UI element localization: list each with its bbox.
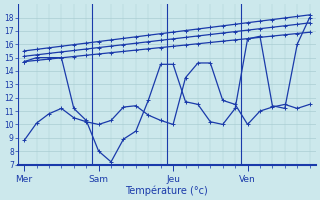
X-axis label: Température (°c): Température (°c) bbox=[125, 185, 208, 196]
